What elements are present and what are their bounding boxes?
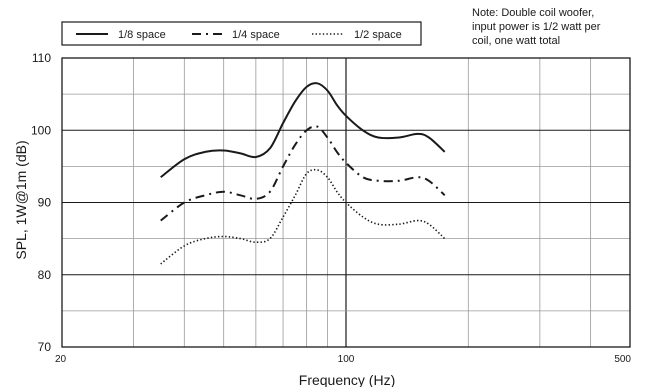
legend-box — [61, 21, 422, 46]
series-line-1 — [160, 82, 446, 178]
plot-frame — [61, 57, 631, 348]
note-text: Note: Double coil woofer, input power is… — [472, 6, 650, 48]
note-line: coil, one watt total — [472, 35, 561, 47]
y-tick-label: 110 — [32, 51, 51, 65]
legend-label-2: 1/4 space — [232, 29, 280, 41]
series-line-3 — [160, 168, 446, 265]
y-tick-label: 70 — [38, 340, 52, 354]
note-line: input power is 1/2 watt per — [472, 21, 601, 33]
y-tick-label: 100 — [31, 123, 51, 137]
y-tick-label: 90 — [38, 196, 52, 210]
x-tick-label: 20 — [55, 354, 67, 365]
series-line-2 — [160, 125, 446, 222]
y-axis-label: SPL, 1W@1m (dB) — [13, 140, 29, 259]
x-tick-label: 500 — [614, 354, 631, 365]
note-line: Note: Double coil woofer, — [472, 7, 595, 19]
legend-label-3: 1/2 space — [354, 29, 402, 41]
y-tick-label: 80 — [38, 268, 52, 282]
x-axis-label: Frequency (Hz) — [299, 372, 395, 387]
x-tick-label: 100 — [338, 354, 355, 365]
legend-label-1: 1/8 space — [118, 29, 166, 41]
